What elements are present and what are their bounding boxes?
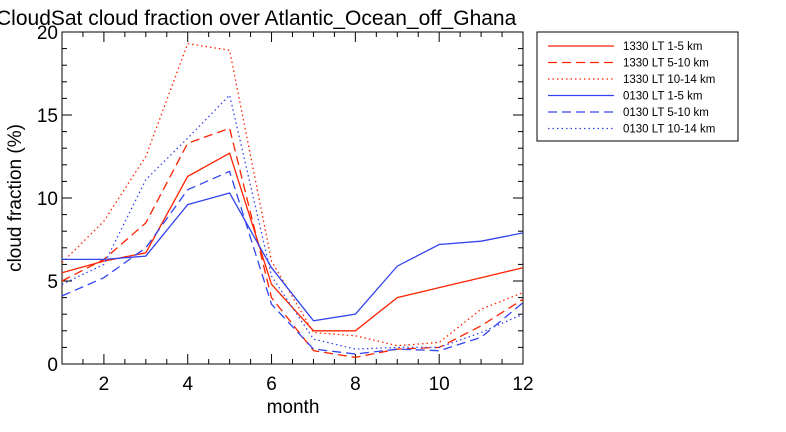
legend-label-3: 1330 LT 10-14 km (623, 74, 715, 86)
tick-labels: 2 4 6 8 10 12 0 5 10 15 20 (37, 23, 534, 395)
x-tick-label: 10 (429, 374, 450, 395)
legend-label-6: 0130 LT 10-14 km (623, 124, 715, 136)
plot-frame (61, 31, 524, 365)
x-tick-label: 4 (182, 374, 193, 395)
legend-label-4: 0130 LT 1-5 km (623, 91, 702, 103)
y-tick-label: 10 (37, 189, 58, 210)
x-tick-label: 12 (512, 374, 533, 395)
axis-ticks (62, 31, 524, 365)
series-line-1 (61, 152, 524, 332)
legend: 1330 LT 1-5 km 1330 LT 5-10 km 1330 LT 10-… (536, 31, 739, 142)
y-tick-label: 20 (37, 23, 58, 44)
series-lines (61, 42, 524, 359)
series-line-6 (61, 93, 524, 350)
x-tick-label: 2 (99, 374, 110, 395)
y-tick-label: 15 (37, 106, 58, 127)
legend-box (536, 31, 739, 142)
x-tick-label: 6 (266, 374, 277, 395)
chart-title: CloudSat cloud fraction over Atlantic_Oc… (0, 7, 517, 30)
series-line-3 (61, 42, 524, 347)
series-line-4 (62, 192, 524, 322)
x-tick-label: 8 (350, 374, 361, 395)
legend-label-1: 1330 LT 1-5 km (623, 41, 702, 53)
legend-label-5: 0130 LT 5-10 km (623, 107, 709, 119)
y-axis-label: cloud fraction (%) (5, 124, 26, 272)
plot-area (61, 31, 524, 365)
legend-label-2: 1330 LT 5-10 km (623, 58, 709, 70)
x-axis-label: month (267, 397, 320, 418)
y-tick-label: 0 (47, 355, 58, 376)
y-tick-label: 5 (47, 272, 58, 293)
series-line-5 (61, 170, 524, 355)
